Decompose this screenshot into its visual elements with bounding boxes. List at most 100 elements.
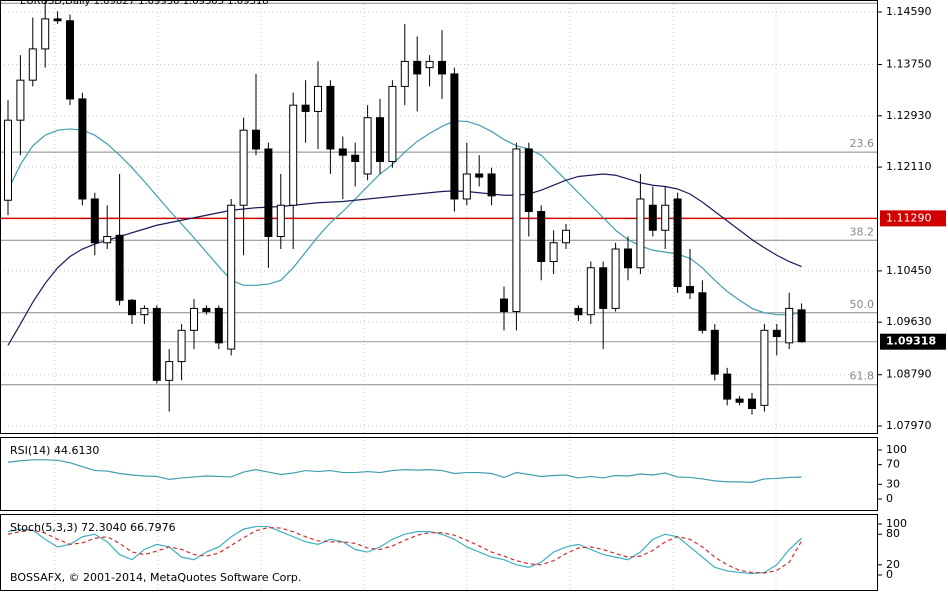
fib-label: 23.6 <box>850 137 875 150</box>
chart-title: EURUSD,Daily 1.09827 1.09930 1.09303 1.0… <box>20 0 269 7</box>
y-tick-label: 1.12930 <box>886 109 932 122</box>
candle-body <box>723 373 732 400</box>
candle-body <box>636 198 645 269</box>
candle-body <box>400 60 409 87</box>
candle-body <box>227 204 236 350</box>
candle-body <box>338 148 347 156</box>
candle-body <box>586 267 595 316</box>
panel-title: Stoch(5,3,3) 72.3040 66.7976 <box>10 521 176 534</box>
candle-body <box>500 298 508 313</box>
candle-body <box>611 248 620 309</box>
candle-body <box>103 236 112 244</box>
candle-body <box>388 85 397 162</box>
candle-body <box>190 307 198 331</box>
y-tick-label: 1.08790 <box>886 368 932 381</box>
moving-average <box>7 120 802 316</box>
candle-body <box>425 60 434 69</box>
last-price-label: 1.09318 <box>886 335 936 348</box>
candle-body <box>772 329 781 338</box>
candle-body <box>512 148 521 313</box>
candle-body <box>748 398 756 409</box>
candle-body <box>214 307 223 344</box>
copyright: BOSSAFX, © 2001-2014, MetaQuotes Softwar… <box>10 571 301 584</box>
candle-body <box>562 229 570 244</box>
y-tick-label: 20 <box>886 558 900 571</box>
y-tick-label: 80 <box>886 527 900 540</box>
candle-body <box>686 286 694 294</box>
y-tick-label: 1.10450 <box>886 264 932 277</box>
candle-body <box>797 309 806 343</box>
candle-body <box>574 307 583 316</box>
fib-label: 38.2 <box>850 225 875 238</box>
indicator-line <box>7 526 803 574</box>
panel-frame <box>0 437 878 511</box>
candle-body <box>128 299 136 316</box>
moving-average <box>7 173 802 346</box>
fib-label: 50.0 <box>850 298 875 311</box>
candle-body <box>735 398 744 403</box>
y-tick-label: 1.13750 <box>886 58 932 71</box>
candle-body <box>760 329 769 406</box>
candle-body <box>252 129 260 150</box>
y-tick-label: 30 <box>886 477 900 490</box>
candle-body <box>648 204 657 231</box>
candle-body <box>524 148 533 212</box>
candle-body <box>165 361 174 381</box>
candle-body <box>66 20 74 100</box>
candle-body <box>537 210 546 263</box>
candle-body <box>376 117 384 162</box>
last-price-box <box>880 333 946 350</box>
candle-body <box>599 267 608 309</box>
candle-body <box>276 204 285 238</box>
candle-body <box>140 307 149 316</box>
y-tick-label: 1.09630 <box>886 315 932 328</box>
y-tick-label: 100 <box>886 443 907 456</box>
candle-body <box>301 104 310 112</box>
candle-body <box>351 154 360 162</box>
candle-body <box>450 73 459 200</box>
panel-frame <box>0 514 878 591</box>
candle-body <box>673 198 682 288</box>
y-tick-label: 0 <box>886 492 893 505</box>
candle-body <box>289 104 298 206</box>
candle-body <box>90 198 99 244</box>
candle-body <box>462 173 471 200</box>
candle-body <box>475 173 484 178</box>
panel-title: RSI(14) 44.6130 <box>10 444 99 457</box>
candle-body <box>314 85 322 112</box>
candle-body <box>698 292 707 331</box>
y-tick-label: 0 <box>886 568 893 581</box>
candle-body <box>53 18 62 22</box>
candle-body <box>413 60 422 75</box>
y-tick-label: 100 <box>886 517 907 530</box>
indicator-line <box>7 525 803 575</box>
y-tick-label: 1.14590 <box>886 5 932 18</box>
candle-body <box>202 307 211 313</box>
price-label-box <box>880 210 946 227</box>
candle-body <box>549 242 558 263</box>
candle-body <box>4 119 12 201</box>
candle-body <box>78 98 87 200</box>
price-label: 1.11290 <box>886 211 932 224</box>
candle-body <box>661 204 670 231</box>
candle-body <box>624 248 632 269</box>
candle-body <box>326 85 335 150</box>
candle-body <box>487 173 496 197</box>
candle-body <box>239 129 248 206</box>
candle-body <box>28 48 37 81</box>
candle-body <box>152 307 161 381</box>
candle-body <box>177 329 186 363</box>
candle-body <box>710 329 719 375</box>
candle-body <box>16 79 25 121</box>
y-tick-label: 70 <box>886 458 900 471</box>
candle-body <box>785 307 794 344</box>
candle-body <box>363 117 372 175</box>
candle-body <box>115 234 124 301</box>
candle-body <box>438 60 446 75</box>
panel-frame <box>0 0 878 434</box>
y-tick-label: 1.12110 <box>886 160 932 173</box>
fib-label: 61.8 <box>850 370 875 383</box>
y-tick-label: 1.07970 <box>886 419 932 432</box>
